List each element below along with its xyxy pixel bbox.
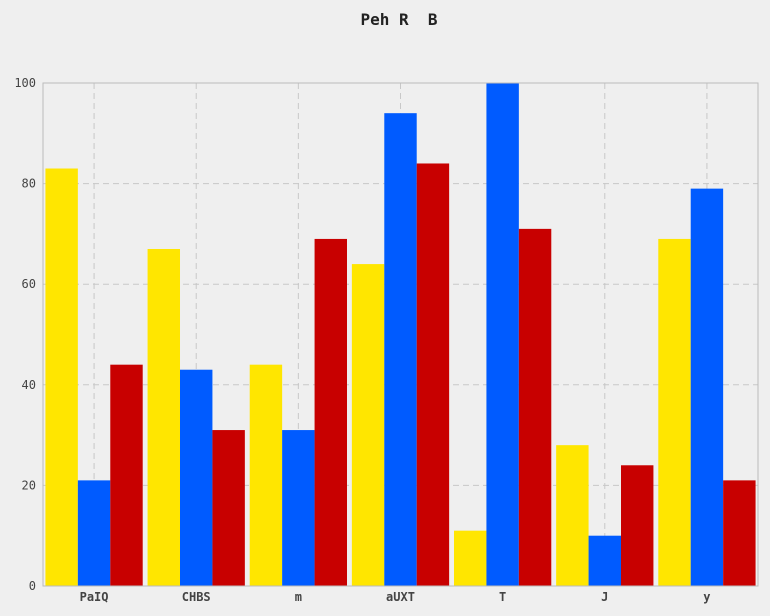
bar-series1-aUXT	[351, 264, 385, 586]
bar-series2-T	[486, 83, 519, 586]
y-tick-label: 40	[22, 378, 36, 392]
chart-title: Peh R B	[360, 10, 437, 29]
bar-series1-PaIQ	[45, 168, 78, 586]
bar-series2-y	[690, 188, 724, 586]
y-tick-label: 100	[14, 76, 36, 90]
y-tick-label: 60	[22, 277, 36, 291]
axes-frame	[42, 82, 759, 587]
bar-series2-J	[588, 535, 621, 586]
x-tick-label: m	[295, 590, 302, 604]
bar-series2-aUXT	[384, 113, 417, 587]
bar-series1-CHBS	[147, 248, 181, 587]
bar-series1-y	[658, 238, 691, 586]
bar-series3-J	[620, 465, 654, 586]
bars-layer	[45, 83, 756, 587]
x-tick-label: CHBS	[182, 590, 211, 604]
y-tick-label: 0	[29, 579, 36, 593]
bar-series3-aUXT	[416, 163, 450, 587]
x-tick-label: y	[703, 590, 710, 604]
bar-series2-m	[282, 430, 315, 586]
bar-series1-m	[249, 364, 283, 586]
x-tick-label: T	[499, 590, 506, 604]
y-tick-labels: 0 20 40 60 80 100	[14, 76, 36, 593]
bar-series3-CHBS	[212, 430, 245, 586]
y-tick-label: 80	[22, 177, 36, 191]
axis-layer	[42, 82, 759, 587]
bar-series3-m	[314, 238, 347, 586]
x-tick-label: PaIQ	[80, 590, 109, 604]
bar-series1-J	[556, 445, 589, 586]
bar-series3-T	[518, 228, 552, 586]
bar-series2-PaIQ	[77, 480, 111, 586]
x-tick-label: J	[601, 590, 608, 604]
y-tick-label: 20	[22, 478, 36, 492]
bar-series1-T	[454, 530, 487, 586]
bar-series2-CHBS	[180, 369, 213, 586]
bar-series3-PaIQ	[110, 364, 143, 586]
bar-series3-y	[723, 480, 756, 586]
x-tick-label: aUXT	[386, 590, 415, 604]
